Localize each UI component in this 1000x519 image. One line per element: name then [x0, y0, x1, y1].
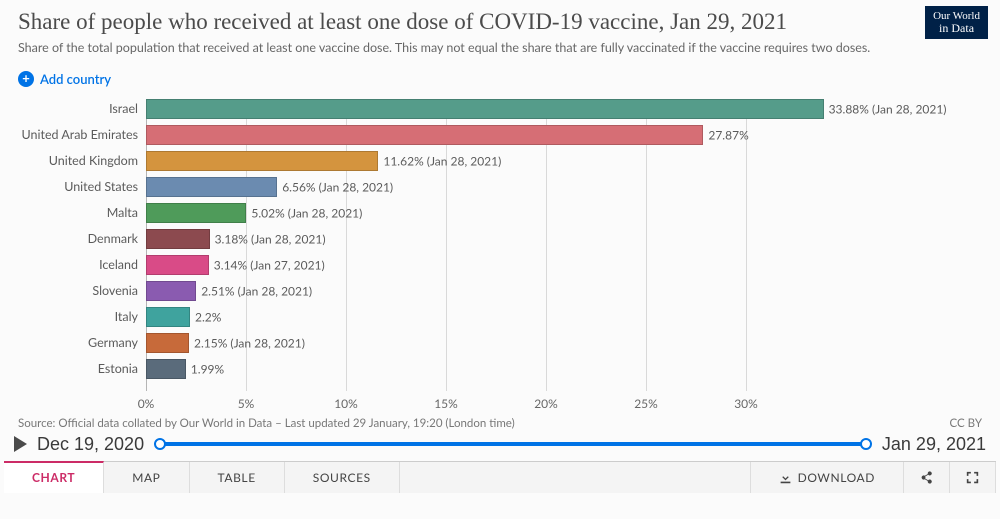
value-label: 2.51% (Jan 28, 2021)	[195, 283, 312, 298]
bar[interactable]: 2.15% (Jan 28, 2021)	[146, 333, 189, 353]
page-subtitle: Share of the total population that recei…	[18, 40, 898, 57]
source-line: Source: Official data collated by Our Wo…	[0, 413, 1000, 430]
plus-icon: +	[18, 71, 34, 87]
bar[interactable]: 3.18% (Jan 28, 2021)	[146, 229, 210, 249]
x-tick-label: 25%	[634, 396, 658, 411]
country-label[interactable]: Germany	[20, 335, 146, 350]
bar-row: Iceland3.14% (Jan 27, 2021)	[146, 255, 846, 275]
value-label: 6.56% (Jan 28, 2021)	[276, 179, 393, 194]
country-label[interactable]: United Kingdom	[20, 153, 146, 168]
bar-row: United Arab Emirates27.87%	[146, 125, 846, 145]
value-label: 1.99%	[185, 361, 224, 376]
tab-download-label: DOWNLOAD	[798, 470, 875, 485]
value-label: 33.88% (Jan 28, 2021)	[823, 101, 947, 116]
bar-row: United States6.56% (Jan 28, 2021)	[146, 177, 846, 197]
value-label: 3.18% (Jan 28, 2021)	[209, 231, 326, 246]
country-label[interactable]: Italy	[20, 309, 146, 324]
bar-row: Estonia1.99%	[146, 359, 846, 379]
tab-download[interactable]: DOWNLOAD	[751, 462, 904, 493]
tab-table[interactable]: TABLE	[190, 462, 285, 493]
tab-bar: CHART MAP TABLE SOURCES DOWNLOAD	[4, 461, 996, 493]
bar[interactable]: 1.99%	[146, 359, 186, 379]
timeline-thumb-start[interactable]	[154, 438, 166, 450]
bar-row: Israel33.88% (Jan 28, 2021)	[146, 99, 846, 119]
tab-sources[interactable]: SOURCES	[285, 462, 400, 493]
value-label: 27.87%	[702, 127, 748, 142]
tab-fullscreen[interactable]	[950, 462, 996, 493]
page-title: Share of people who received at least on…	[18, 8, 982, 37]
tab-chart[interactable]: CHART	[4, 461, 104, 493]
source-text: Source: Official data collated by Our Wo…	[18, 417, 515, 430]
tab-spacer	[400, 462, 751, 493]
download-icon	[779, 471, 792, 484]
add-country-label: Add country	[40, 71, 111, 87]
timeline-thumb-end[interactable]	[860, 438, 872, 450]
x-tick-label: 5%	[238, 396, 255, 411]
play-icon[interactable]	[14, 436, 27, 452]
logo-line2: in Data	[933, 22, 980, 35]
share-icon	[920, 471, 933, 484]
plot-area: 0%5%10%15%20%25%30%Israel33.88% (Jan 28,…	[146, 99, 846, 391]
bar-row: Germany2.15% (Jan 28, 2021)	[146, 333, 846, 353]
bar[interactable]: 33.88% (Jan 28, 2021)	[146, 99, 824, 119]
country-label[interactable]: Israel	[20, 101, 146, 116]
country-label[interactable]: Denmark	[20, 231, 146, 246]
country-label[interactable]: Slovenia	[20, 283, 146, 298]
fullscreen-icon	[966, 471, 979, 484]
bar-row: United Kingdom11.62% (Jan 28, 2021)	[146, 151, 846, 171]
timeline: Dec 19, 2020 Jan 29, 2021	[0, 430, 1000, 461]
bar[interactable]: 11.62% (Jan 28, 2021)	[146, 151, 378, 171]
bar-row: Slovenia2.51% (Jan 28, 2021)	[146, 281, 846, 301]
timeline-start-date[interactable]: Dec 19, 2020	[37, 434, 144, 455]
value-label: 3.14% (Jan 27, 2021)	[208, 257, 325, 272]
value-label: 5.02% (Jan 28, 2021)	[245, 205, 362, 220]
x-tick-label: 0%	[138, 396, 155, 411]
country-label[interactable]: Estonia	[20, 361, 146, 376]
add-country-button[interactable]: + Add country	[18, 71, 111, 87]
x-tick-label: 20%	[534, 396, 558, 411]
country-label[interactable]: Iceland	[20, 257, 146, 272]
x-tick-label: 30%	[734, 396, 758, 411]
timeline-end-date[interactable]: Jan 29, 2021	[882, 434, 986, 455]
country-label[interactable]: United States	[20, 179, 146, 194]
bar[interactable]: 27.87%	[146, 125, 703, 145]
bar-row: Denmark3.18% (Jan 28, 2021)	[146, 229, 846, 249]
bar-row: Italy2.2%	[146, 307, 846, 327]
header: Share of people who received at least on…	[0, 0, 1000, 61]
value-label: 2.15% (Jan 28, 2021)	[188, 335, 305, 350]
x-tick-label: 15%	[434, 396, 458, 411]
tab-share[interactable]	[904, 462, 950, 493]
bar-row: Malta5.02% (Jan 28, 2021)	[146, 203, 846, 223]
value-label: 11.62% (Jan 28, 2021)	[377, 153, 501, 168]
country-label[interactable]: United Arab Emirates	[20, 127, 146, 142]
country-label[interactable]: Malta	[20, 205, 146, 220]
bar[interactable]: 2.2%	[146, 307, 190, 327]
bar[interactable]: 3.14% (Jan 27, 2021)	[146, 255, 209, 275]
value-label: 2.2%	[189, 309, 221, 324]
bar[interactable]: 6.56% (Jan 28, 2021)	[146, 177, 277, 197]
bar-chart: 0%5%10%15%20%25%30%Israel33.88% (Jan 28,…	[16, 93, 984, 413]
license-text[interactable]: CC BY	[950, 417, 983, 430]
tab-map[interactable]: MAP	[104, 462, 189, 493]
owid-logo[interactable]: Our World in Data	[925, 6, 988, 39]
bar[interactable]: 5.02% (Jan 28, 2021)	[146, 203, 246, 223]
bar[interactable]: 2.51% (Jan 28, 2021)	[146, 281, 196, 301]
x-tick-label: 10%	[334, 396, 358, 411]
timeline-track[interactable]	[160, 442, 866, 446]
timeline-fill	[160, 442, 866, 446]
